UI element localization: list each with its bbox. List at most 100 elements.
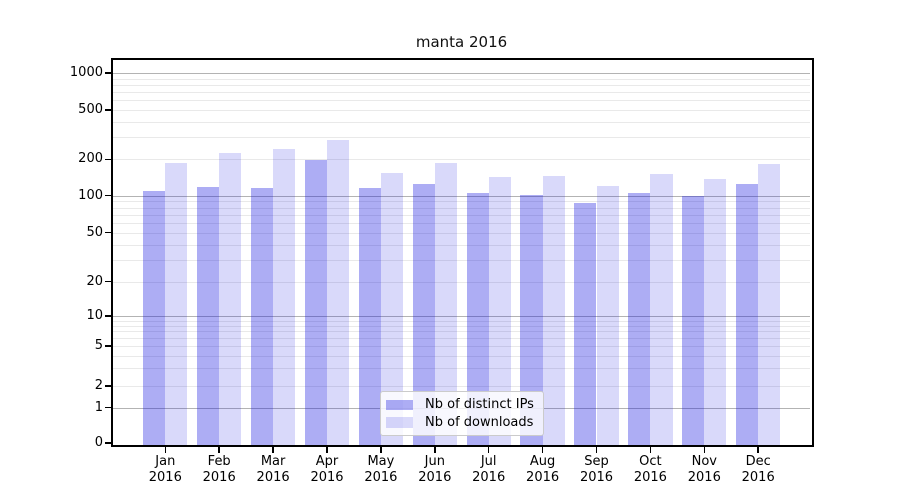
bar-downloads-dec xyxy=(758,164,781,445)
bar-downloads-aug xyxy=(542,176,565,445)
x-tick-label-oct: Oct 2016 xyxy=(633,454,667,485)
bar-downloads-apr xyxy=(327,139,350,445)
legend-swatch-distinct-ips xyxy=(386,399,413,410)
grid-line-minor-3 xyxy=(113,368,810,370)
y-tick-mark-100 xyxy=(105,194,112,197)
y-tick-label-50: 50 xyxy=(86,224,103,240)
y-tick-mark-500 xyxy=(105,109,112,111)
y-tick-mark-20 xyxy=(105,280,112,283)
grid-line-minor-5 xyxy=(113,346,810,347)
grid-line-minor-90 xyxy=(113,201,810,203)
x-tick-mark-mar xyxy=(272,447,274,453)
x-tick-mark-nov xyxy=(703,447,706,453)
bar-distinct-ips-oct xyxy=(628,192,651,445)
y-tick-label-10: 10 xyxy=(86,308,103,323)
bar-downloads-oct xyxy=(650,174,673,445)
grid-line-minor-9 xyxy=(113,320,810,322)
x-tick-label-jul: Jul 2016 xyxy=(472,454,506,485)
plot-content xyxy=(113,60,810,445)
x-tick-mark-jan xyxy=(164,447,167,453)
x-tick-mark-feb xyxy=(218,447,220,453)
y-tick-mark-50 xyxy=(105,231,112,234)
legend-label-downloads: Nb of downloads xyxy=(425,414,534,430)
bar-downloads-nov xyxy=(704,178,727,445)
grid-line-minor-800 xyxy=(113,84,810,86)
y-tick-mark-200 xyxy=(105,158,112,161)
x-tick-label-feb: Feb 2016 xyxy=(202,454,236,485)
x-tick-label-sep: Sep 2016 xyxy=(579,454,614,485)
y-tick-label-5: 5 xyxy=(94,338,103,353)
bar-downloads-feb xyxy=(219,153,242,445)
bar-downloads-jun xyxy=(434,162,457,445)
legend-label-distinct-ips: Nb of distinct IPs xyxy=(425,397,534,413)
bar-downloads-may xyxy=(380,172,404,445)
grid-line-minor-300 xyxy=(113,137,810,139)
y-tick-mark-2 xyxy=(105,385,112,387)
y-tick-label-1000: 1000 xyxy=(69,65,103,80)
x-tick-label-jun: Jun 2016 xyxy=(418,454,452,485)
y-tick-label-500: 500 xyxy=(78,102,103,117)
grid-line-minor-60 xyxy=(113,222,810,224)
x-tick-mark-jun xyxy=(434,447,436,453)
grid-line-minor-50 xyxy=(113,232,810,234)
bar-downloads-mar xyxy=(273,148,296,445)
y-tick-label-0: 0 xyxy=(94,435,103,450)
y-tick-label-2: 2 xyxy=(94,377,103,393)
bar-distinct-ips-feb xyxy=(197,186,220,445)
x-tick-label-may: May 2016 xyxy=(364,454,398,485)
grid-line-major-1000 xyxy=(113,73,810,74)
grid-line-minor-200 xyxy=(113,159,810,161)
y-tick-mark-5 xyxy=(105,345,112,347)
bar-downloads-jul xyxy=(488,176,511,445)
y-tick-label-200: 200 xyxy=(78,151,103,167)
x-tick-mark-sep xyxy=(595,447,598,453)
x-tick-mark-dec xyxy=(757,447,759,453)
bar-distinct-ips-jul xyxy=(466,192,489,445)
y-tick-label-100: 100 xyxy=(78,187,103,203)
grid-line-minor-4 xyxy=(113,355,810,357)
x-tick-label-nov: Nov 2016 xyxy=(687,454,721,485)
y-tick-mark-0 xyxy=(105,442,112,444)
legend-row-distinct-ips: Nb of distinct IPs xyxy=(381,397,543,413)
plot-area xyxy=(111,58,814,447)
x-tick-label-apr: Apr 2016 xyxy=(310,454,344,485)
x-tick-label-jan: Jan 2016 xyxy=(148,454,182,485)
x-tick-mark-aug xyxy=(541,447,544,453)
grid-line-minor-7 xyxy=(113,331,810,333)
grid-line-minor-6 xyxy=(113,338,810,340)
legend-swatch-downloads xyxy=(386,417,413,428)
x-tick-mark-apr xyxy=(326,447,328,453)
y-tick-mark-10 xyxy=(105,315,112,317)
grid-line-minor-8 xyxy=(113,325,810,327)
y-tick-label-20: 20 xyxy=(86,273,103,289)
chart-title: manta 2016 xyxy=(415,33,508,51)
bar-distinct-ips-jan xyxy=(143,190,166,445)
bar-distinct-ips-aug xyxy=(520,195,543,445)
grid-line-minor-400 xyxy=(113,122,810,123)
grid-line-minor-40 xyxy=(113,244,810,246)
bar-distinct-ips-sep xyxy=(574,202,597,445)
x-tick-mark-jul xyxy=(487,447,490,453)
bar-distinct-ips-nov xyxy=(682,195,705,445)
grid-line-minor-700 xyxy=(113,92,810,94)
grid-line-major-100 xyxy=(113,195,810,197)
grid-line-minor-20 xyxy=(113,281,810,283)
legend: Nb of distinct IPs Nb of downloads xyxy=(380,391,544,436)
grid-line-minor-80 xyxy=(113,207,810,209)
grid-line-minor-30 xyxy=(113,259,810,261)
grid-line-minor-500 xyxy=(113,110,810,111)
y-tick-mark-1 xyxy=(105,406,112,409)
x-tick-mark-may xyxy=(380,447,382,453)
bar-distinct-ips-apr xyxy=(304,160,327,445)
y-tick-mark-1000 xyxy=(105,72,112,74)
bar-distinct-ips-jun xyxy=(412,183,435,445)
legend-row-downloads: Nb of downloads xyxy=(381,415,543,431)
grid-line-minor-2 xyxy=(113,385,810,387)
x-tick-label-mar: Mar 2016 xyxy=(256,454,290,485)
bar-downloads-jan xyxy=(165,163,188,445)
bar-distinct-ips-may xyxy=(358,187,381,445)
bar-distinct-ips-dec xyxy=(736,183,759,445)
grid-line-minor-900 xyxy=(113,78,810,80)
y-tick-label-1: 1 xyxy=(94,399,103,415)
